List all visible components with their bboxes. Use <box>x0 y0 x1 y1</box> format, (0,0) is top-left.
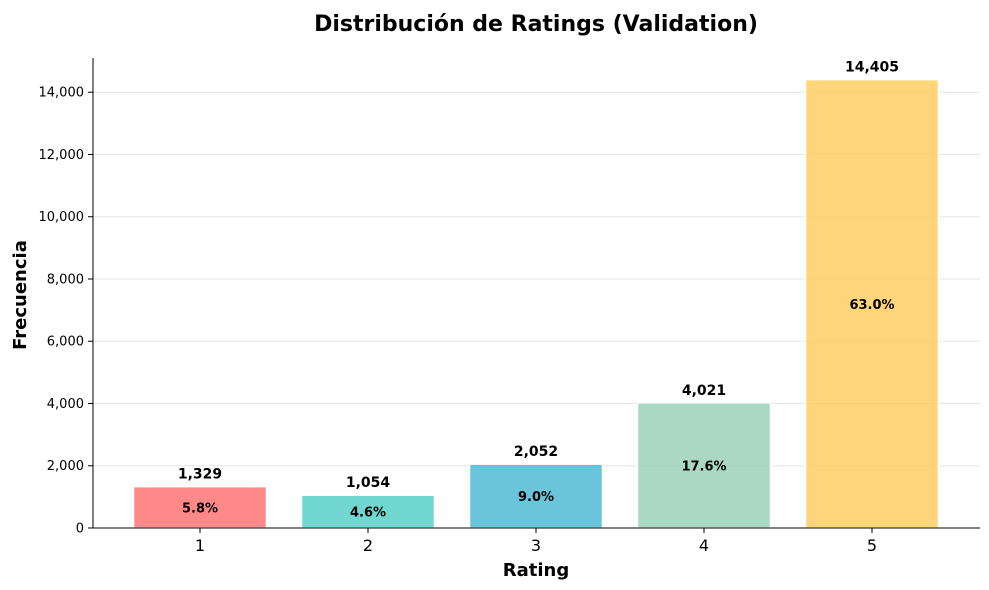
y-axis-label: Frecuencia <box>10 240 31 350</box>
bar-labels: 1,329 5.8% 1,054 4.6% 2,052 9.0% 4,021 17.6% 14,… <box>178 60 899 521</box>
y-tick-label: 12,000 <box>39 148 85 163</box>
chart-title: Distribución de Ratings (Validation) <box>314 12 758 37</box>
y-ticks: 0 2,000 4,000 6,000 8,000 10,000 12,000 14,000 <box>39 86 93 537</box>
y-tick-label: 2,000 <box>47 459 84 474</box>
y-tick-label: 14,000 <box>39 86 85 101</box>
value-label: 14,405 <box>845 60 899 76</box>
x-tick-label: 1 <box>195 536 205 555</box>
y-tick-label: 6,000 <box>47 335 84 350</box>
x-axis-label: Rating <box>503 560 569 581</box>
percent-label: 4.6% <box>350 506 386 521</box>
value-label: 2,052 <box>514 444 558 460</box>
value-label: 1,054 <box>346 475 391 491</box>
bars <box>132 78 940 529</box>
bar-rating-4 <box>636 402 772 529</box>
grid-lines <box>93 91 980 467</box>
value-label: 1,329 <box>178 467 222 483</box>
y-tick-label: 10,000 <box>39 210 85 225</box>
y-tick-label: 0 <box>76 522 84 537</box>
percent-label: 17.6% <box>681 459 726 474</box>
x-ticks: 1 2 3 4 5 <box>195 528 877 555</box>
y-tick-label: 8,000 <box>47 272 84 287</box>
x-tick-label: 2 <box>363 536 373 555</box>
percent-label: 5.8% <box>182 501 218 516</box>
percent-label: 9.0% <box>518 490 554 505</box>
x-tick-label: 4 <box>699 536 709 555</box>
bar-rating-2 <box>300 494 436 529</box>
value-label: 4,021 <box>682 383 726 399</box>
bar-rating-5 <box>804 78 940 529</box>
x-tick-label: 3 <box>531 536 541 555</box>
bar-rating-3 <box>468 463 604 529</box>
y-tick-label: 4,000 <box>47 397 84 412</box>
percent-label: 63.0% <box>849 298 894 313</box>
x-tick-label: 5 <box>867 536 877 555</box>
